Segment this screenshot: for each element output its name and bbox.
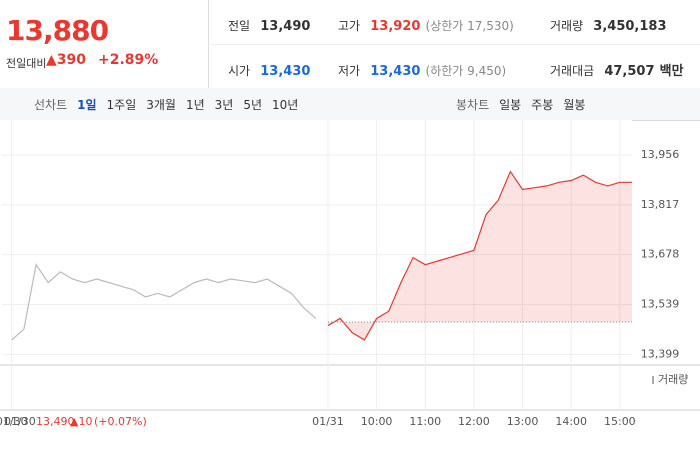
chart: 거래량 01/30 13,490 ▲10 (+0.07%) 13,956 13,8… <box>0 120 700 450</box>
divider <box>208 44 700 45</box>
change: ▲390 <box>46 52 86 68</box>
x-tick-label: 12:00 <box>458 415 490 428</box>
legend-label: 거래량 <box>658 373 688 386</box>
x-tick-label: 14:00 <box>555 415 587 428</box>
info-value: 47,507 <box>604 64 655 79</box>
plot-bg <box>0 120 632 450</box>
x-tick-label: 10:00 <box>361 415 393 428</box>
info-item: 전일 13,490 <box>228 15 310 34</box>
tab[interactable]: 10년 <box>272 98 299 112</box>
change-pct: +2.89% <box>98 52 159 68</box>
x-tick-label: 01/31 <box>312 415 344 428</box>
x-tick-label: 13:00 <box>507 415 539 428</box>
footer-change: ▲10 <box>70 415 92 428</box>
x-tick-label: 15:00 <box>604 415 636 428</box>
tab[interactable]: 1일 <box>77 98 97 112</box>
info-value: 13,430 <box>260 64 311 79</box>
footer-price: 13,490 <box>36 415 75 428</box>
price: 13,880 <box>6 14 109 47</box>
price-line <box>327 170 632 341</box>
info-value: 3,450,183 <box>593 19 667 34</box>
tab[interactable]: 3개월 <box>146 98 176 112</box>
info-label: 고가 <box>338 19 361 33</box>
candle-tabs: 봉차트 일봉 주봉 월봉 <box>456 96 595 113</box>
info-unit: 백만 <box>659 64 684 79</box>
info-label: 시가 <box>228 64 251 78</box>
info-value: 13,430 <box>370 64 421 79</box>
y-tick-label: 13,956 <box>641 148 680 161</box>
info-label: 전일 <box>228 19 251 33</box>
tab[interactable]: 1주일 <box>106 98 137 112</box>
tab-bar: 선차트 1일 1주일 3개월 1년 3년 5년 10년 봉차트 일봉 주봉 월봉 <box>0 88 700 121</box>
info-item: 시가 13,430 <box>228 60 310 79</box>
footer-pct: (+0.07%) <box>94 415 147 428</box>
y-tick-label: 13,817 <box>641 198 680 211</box>
info-label: 거래대금 <box>550 64 595 78</box>
tab[interactable]: 주봉 <box>531 98 554 112</box>
info-note: (하한가 9,450) <box>425 64 507 78</box>
header: 13,880 전일대비 ▲390 +2.89% 전일 13,490 고가 13,… <box>0 0 700 89</box>
y-tick-label: 13,539 <box>641 297 680 310</box>
tab[interactable]: 일봉 <box>499 98 522 112</box>
price-line <box>11 263 317 341</box>
info-item: 저가 13,430 (하한가 9,450) <box>338 60 506 79</box>
info-item: 거래대금 47,507 백만 <box>550 60 684 79</box>
info-label: 거래량 <box>550 19 584 33</box>
tab[interactable]: 3년 <box>214 98 234 112</box>
x-tick-label: 11:00 <box>409 415 441 428</box>
info-value: 13,920 <box>370 19 421 34</box>
x-tick-label: 01/30 <box>0 415 28 428</box>
tab-label: 선차트 <box>34 98 68 112</box>
y-tick-label: 13,399 <box>641 348 680 361</box>
info-item: 고가 13,920 (상한가 17,530) <box>338 15 514 34</box>
tab[interactable]: 5년 <box>243 98 263 112</box>
info-value: 13,490 <box>260 19 311 34</box>
tab[interactable]: 1년 <box>185 98 205 112</box>
area <box>327 171 632 340</box>
info-item: 거래량 3,450,183 <box>550 15 667 34</box>
tab[interactable]: 월봉 <box>563 98 586 112</box>
footer-date: 01/30 <box>4 415 36 428</box>
tab-label: 봉차트 <box>456 98 490 112</box>
info-note: (상한가 17,530) <box>425 19 514 33</box>
legend-swatch <box>652 376 654 384</box>
change-label: 전일대비 <box>6 57 47 70</box>
info-label: 저가 <box>338 64 361 78</box>
period-tabs: 선차트 1일 1주일 3개월 1년 3년 5년 10년 <box>34 96 308 113</box>
y-tick-label: 13,678 <box>641 248 680 261</box>
